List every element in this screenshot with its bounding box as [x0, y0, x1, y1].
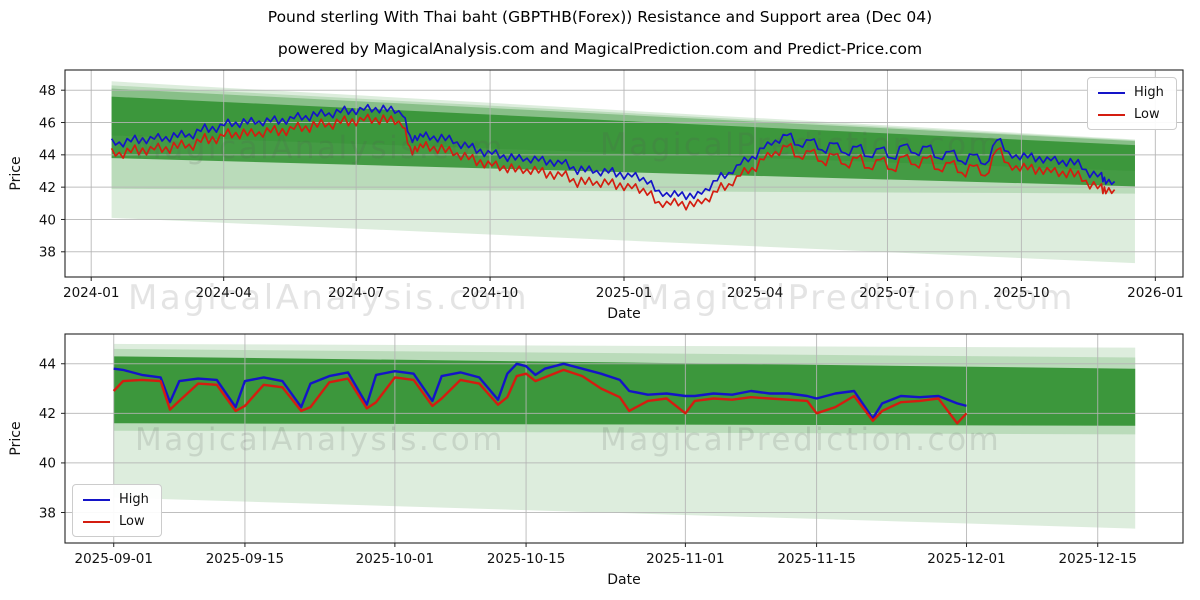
x-tick-label: 2025-12-01: [927, 551, 1005, 567]
x-tick-label: 2025-01: [596, 285, 652, 301]
low-line-sample: [83, 520, 110, 523]
x-tick-label: 2024-04: [195, 285, 251, 301]
legend-entry-high: High: [83, 492, 149, 507]
x-tick-label: 2025-04: [727, 285, 783, 301]
x-tick-label: 2024-01: [63, 285, 119, 301]
x-axis-label: Date: [607, 572, 640, 588]
x-tick-label: 2025-10-01: [356, 551, 434, 567]
legend-label-low: Low: [119, 514, 145, 529]
chart-subtitle: powered by MagicalAnalysis.com and Magic…: [277, 40, 923, 58]
y-tick-label: 38: [39, 505, 56, 521]
x-tick-label: 2025-12-15: [1058, 551, 1136, 567]
y-tick-label: 42: [39, 406, 56, 422]
low-line-sample: [1098, 113, 1125, 116]
legend-entry-low: Low: [1098, 107, 1164, 122]
legend-entry-low: Low: [83, 514, 149, 529]
high-line-sample: [1098, 91, 1125, 94]
chart-title: Pound sterling With Thai baht (GBPTHB(Fo…: [267, 8, 933, 26]
x-tick-label: 2024-10: [462, 285, 518, 301]
legend-top-chart: High Low: [1087, 77, 1177, 130]
y-tick-label: 40: [39, 212, 56, 228]
legend-label-low: Low: [1134, 107, 1160, 122]
y-tick-label: 44: [39, 148, 56, 164]
x-tick-label: 2025-09-15: [206, 551, 284, 567]
x-tick-label: 2026-01: [1127, 285, 1183, 301]
legend-bottom-chart: High Low: [72, 484, 162, 537]
x-axis-label: Date: [607, 306, 640, 322]
x-tick-label: 2025-09-01: [74, 551, 152, 567]
y-tick-label: 48: [39, 83, 56, 99]
y-tick-label: 44: [39, 357, 56, 373]
low-line: [112, 368, 968, 425]
low-line: [110, 113, 1116, 211]
legend-label-high: High: [119, 492, 149, 507]
high-line-sample: [83, 498, 110, 501]
y-tick-label: 38: [39, 245, 56, 261]
y-tick-label: 46: [39, 115, 56, 131]
axes-frame: [64, 333, 1184, 544]
x-tick-label: 2025-10-15: [487, 551, 565, 567]
legend-entry-high: High: [1098, 85, 1164, 100]
y-tick-label: 40: [39, 456, 56, 472]
x-tick-label: 2024-07: [328, 285, 384, 301]
dark-core-band: [111, 96, 1135, 187]
y-tick-label: 42: [39, 180, 56, 196]
x-tick-label: 2025-11-01: [646, 551, 724, 567]
x-tick-label: 2025-11-15: [777, 551, 855, 567]
high-line: [110, 103, 1116, 201]
y-axis-label: Price: [8, 156, 24, 190]
x-tick-label: 2025-07: [859, 285, 915, 301]
legend-label-high: High: [1134, 85, 1164, 100]
y-axis-label: Price: [8, 421, 24, 455]
x-tick-label: 2025-10: [993, 285, 1049, 301]
high-line: [113, 362, 967, 420]
